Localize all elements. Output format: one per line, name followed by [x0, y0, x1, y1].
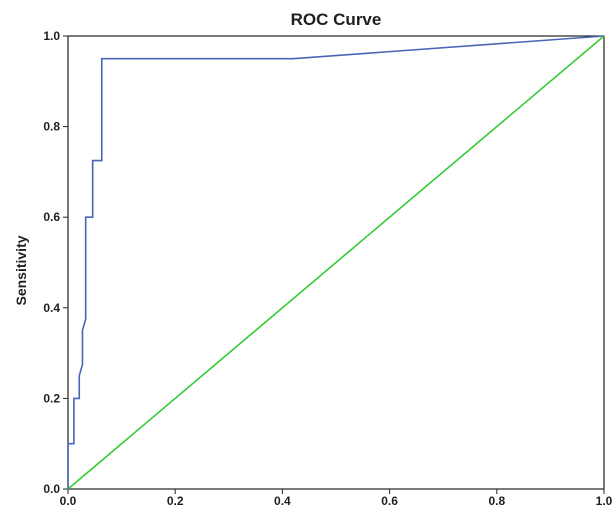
roc-curve-line [67, 35, 605, 489]
y-tick-label: 0.2 [43, 391, 60, 405]
y-tick-label: 1.0 [43, 29, 60, 43]
plot-area: 0.0 0.2 0.4 0.6 0.8 1.0 0.0 0.2 0.4 0.6 0.8 1.0 [43, 29, 612, 508]
x-tick-label: 1.0 [596, 494, 613, 508]
x-tick-label: 0.6 [381, 494, 398, 508]
y-tick-label: 0.4 [43, 301, 60, 315]
reference-diagonal-line [67, 35, 605, 490]
x-tick-label: 0.8 [488, 494, 505, 508]
y-tick-label: 0.0 [43, 482, 60, 496]
x-tick-label: 0.2 [167, 494, 184, 508]
x-tick-label: 0.0 [60, 494, 77, 508]
y-tick-label: 0.6 [43, 210, 60, 224]
y-axis-label: Sensitivity [13, 235, 29, 305]
x-tick-label: 0.4 [274, 494, 291, 508]
chart-title: ROC Curve [291, 10, 382, 29]
plot-frame [67, 35, 605, 490]
y-tick-label: 0.8 [43, 120, 60, 134]
